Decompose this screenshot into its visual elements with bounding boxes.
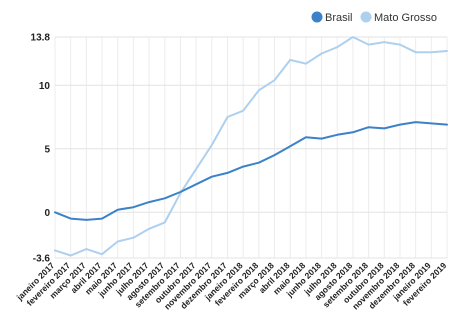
y-tick-label: 5: [44, 144, 50, 155]
series-lines: [54, 36, 448, 257]
legend-label-mato-grosso: Mato Grosso: [374, 12, 437, 24]
grid: [54, 36, 448, 259]
legend: Brasil Mato Grosso: [311, 11, 437, 25]
y-axis: -3.6 0 5 10 13.8: [31, 33, 51, 265]
y-tick-label: 13.8: [31, 33, 51, 44]
series-line-brasil: [54, 121, 448, 221]
legend-swatch-mato-grosso: [360, 11, 372, 23]
y-tick-label: 0: [44, 208, 50, 219]
legend-label-brasil: Brasil: [325, 12, 353, 24]
legend-swatch-brasil: [311, 11, 323, 23]
legend-item-mato-grosso[interactable]: Mato Grosso: [360, 11, 437, 25]
series-line-mato-grosso: [54, 36, 448, 257]
y-tick-label: -3.6: [33, 254, 51, 265]
y-tick-label: 10: [39, 81, 51, 92]
legend-item-brasil[interactable]: Brasil: [311, 11, 353, 25]
